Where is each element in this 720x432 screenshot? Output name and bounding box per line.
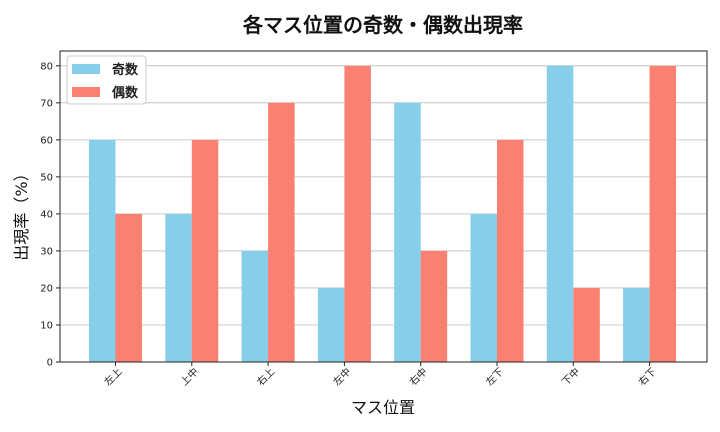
- legend-label-odd: 奇数: [112, 62, 139, 78]
- x-tick-label: 下中: [559, 365, 582, 388]
- x-tick-label: 右上: [254, 365, 277, 388]
- y-tick-label: 40: [40, 209, 53, 220]
- x-axis-label: マス位置: [351, 398, 415, 417]
- bar-even-右上: [268, 102, 295, 362]
- y-tick-label: 10: [40, 320, 53, 331]
- y-ticks: 0 10 20 30 40 50 60 70 80: [40, 61, 60, 369]
- bar-odd-左上: [89, 139, 116, 362]
- bar-odd-右中: [394, 102, 421, 362]
- bar-odd-左下: [470, 213, 497, 362]
- plot-frame: [59, 50, 708, 363]
- x-tick-label: 右下: [635, 365, 658, 388]
- y-tick-label: 0: [47, 358, 53, 369]
- legend-label-even: 偶数: [112, 85, 139, 101]
- chart-title: 各マス位置の奇数・偶数出現率: [242, 13, 523, 37]
- bar-odd-上中: [165, 213, 192, 362]
- y-tick-label: 50: [40, 172, 53, 183]
- bars: [89, 65, 677, 363]
- y-tick-label: 60: [40, 135, 53, 146]
- bar-even-左中: [344, 65, 371, 363]
- y-tick-label: 80: [40, 61, 53, 72]
- x-tick-label: 左上: [101, 365, 124, 388]
- legend-swatch-even: [72, 87, 100, 97]
- legend-swatch-odd: [72, 64, 100, 74]
- y-tick-label: 30: [40, 246, 53, 257]
- y-tick-label: 20: [40, 283, 53, 294]
- bar-even-左上: [115, 213, 142, 362]
- bar-odd-右上: [241, 250, 269, 362]
- bar-odd-左中: [317, 287, 345, 362]
- x-tick-label: 左下: [483, 365, 506, 388]
- x-tick-label: 上中: [178, 365, 201, 388]
- bar-odd-右下: [623, 287, 650, 362]
- bar-odd-下中: [546, 65, 574, 363]
- y-axis-label: 出現率（%）: [12, 165, 31, 260]
- grid-lines: [60, 65, 707, 326]
- x-tick-label: 左中: [330, 365, 353, 388]
- y-tick-label: 70: [40, 98, 53, 109]
- bar-even-上中: [191, 139, 219, 362]
- bar-even-右下: [649, 65, 677, 363]
- bar-even-右中: [420, 250, 448, 362]
- bar-even-左下: [497, 139, 524, 362]
- bar-even-下中: [573, 287, 600, 362]
- legend: 奇数 偶数: [66, 55, 147, 105]
- x-tick-label: 右中: [406, 365, 429, 388]
- x-ticks: 左上 上中 右上 左中 右中 左下 下中 右下: [101, 362, 659, 388]
